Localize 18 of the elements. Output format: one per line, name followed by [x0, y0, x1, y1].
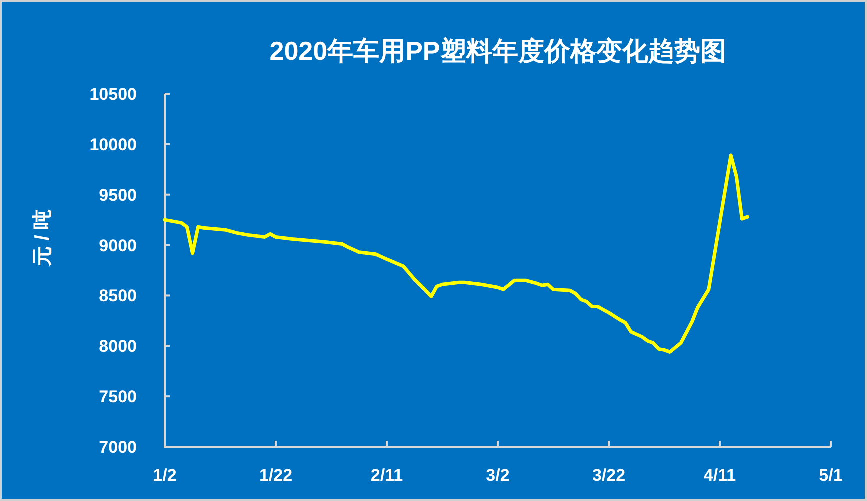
y-tick-label: 7000: [99, 438, 137, 457]
y-tick-label: 7500: [99, 388, 137, 407]
y-tick-label: 8000: [99, 337, 137, 356]
y-axis-title: 元 / 吨: [32, 210, 54, 268]
y-tick-label: 10500: [90, 85, 137, 104]
line-series: [163, 154, 750, 354]
x-tick-label: 3/2: [486, 466, 510, 485]
x-tick-label: 1/2: [153, 466, 177, 485]
x-tick-label: 3/22: [592, 466, 626, 485]
x-tick-label: 2/11: [370, 466, 404, 485]
x-tick-label: 1/22: [259, 466, 293, 485]
y-tick-label: 9500: [99, 186, 137, 205]
x-tick-label: 4/11: [704, 466, 736, 485]
y-tick-label: 8500: [99, 286, 137, 306]
y-tick-label: 9000: [99, 236, 137, 256]
chart-title: 2020年车用PP塑料年度价格变化趋势图: [270, 36, 726, 66]
y-tick-label: 10000: [90, 135, 137, 154]
x-tick-label: 5/1: [819, 466, 843, 485]
